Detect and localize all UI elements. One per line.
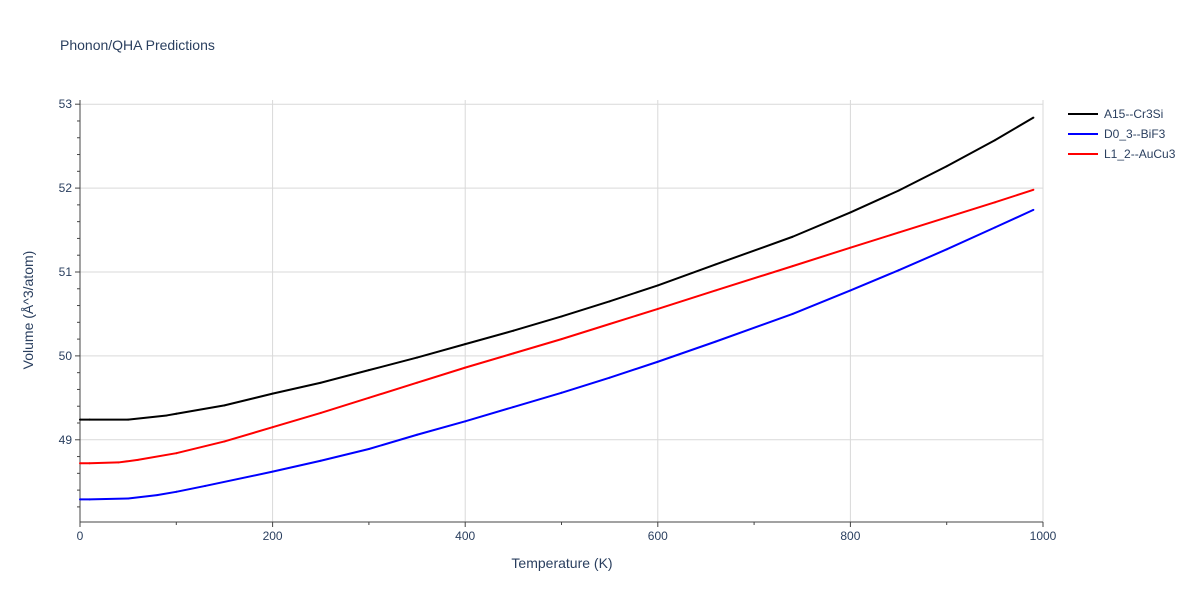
- data-point: [464, 420, 467, 423]
- x-tick-label: 600: [648, 529, 668, 543]
- data-point: [79, 498, 81, 501]
- data-point: [271, 392, 274, 395]
- data-point: [117, 461, 120, 464]
- data-point: [88, 498, 91, 501]
- data-point: [656, 284, 659, 287]
- series-2: [79, 208, 1035, 501]
- data-point: [367, 396, 370, 399]
- chart-title: Phonon/QHA Predictions: [60, 37, 215, 53]
- data-point: [175, 412, 178, 415]
- data-point: [88, 462, 91, 465]
- data-point: [791, 265, 794, 268]
- data-point: [656, 360, 659, 363]
- data-point: [993, 226, 996, 229]
- legend-item[interactable]: A15--Cr3Si: [1068, 107, 1163, 121]
- data-point: [993, 201, 996, 204]
- data-point: [945, 248, 948, 251]
- y-tick-label: 53: [59, 97, 73, 111]
- data-point: [319, 459, 322, 462]
- data-point: [849, 211, 852, 214]
- data-point: [608, 323, 611, 326]
- series-line[interactable]: [80, 188, 1034, 465]
- data-point: [271, 470, 274, 473]
- legend-label: D0_3--BiF3: [1104, 127, 1166, 141]
- data-point: [897, 189, 900, 192]
- data-point: [223, 404, 226, 407]
- legend-label: A15--Cr3Si: [1104, 107, 1163, 121]
- data-point: [791, 312, 794, 315]
- data-point: [165, 414, 168, 417]
- data-point: [945, 216, 948, 219]
- data-point: [204, 484, 207, 487]
- data-point: [849, 246, 852, 249]
- data-point: [560, 338, 563, 341]
- data-point: [136, 458, 139, 461]
- data-point: [849, 289, 852, 292]
- x-tick-label: 400: [455, 529, 475, 543]
- data-point: [512, 352, 515, 355]
- data-point: [714, 289, 717, 292]
- data-point: [560, 391, 563, 394]
- data-point: [714, 263, 717, 266]
- data-point: [319, 381, 322, 384]
- series-line[interactable]: [80, 116, 1034, 421]
- data-point: [88, 418, 91, 421]
- legend-item[interactable]: L1_2--AuCu3: [1068, 147, 1176, 161]
- legend-item[interactable]: D0_3--BiF3: [1068, 127, 1166, 141]
- y-tick-label: 50: [59, 349, 73, 363]
- data-point: [512, 406, 515, 409]
- data-point: [1032, 188, 1035, 191]
- grid-lines: [80, 100, 1044, 522]
- x-tick-label: 800: [840, 529, 860, 543]
- data-point: [79, 462, 81, 465]
- data-point: [367, 448, 370, 451]
- data-point: [223, 440, 226, 443]
- data-point: [656, 307, 659, 310]
- data-point: [897, 231, 900, 234]
- y-tick-label: 51: [59, 265, 73, 279]
- series-3: [79, 188, 1035, 465]
- legend[interactable]: A15--Cr3Si D0_3--BiF3 L1_2--AuCu3: [1068, 107, 1176, 161]
- data-point: [464, 366, 467, 369]
- data-point: [945, 165, 948, 168]
- data-point: [79, 418, 81, 421]
- data-point: [127, 497, 130, 500]
- y-tick-label: 52: [59, 181, 73, 195]
- x-tick-label: 1000: [1030, 529, 1057, 543]
- data-point: [464, 343, 467, 346]
- series-lines: [79, 116, 1035, 501]
- data-point: [608, 300, 611, 303]
- series-1: [79, 116, 1035, 421]
- data-point: [416, 381, 419, 384]
- data-point: [175, 452, 178, 455]
- data-point: [416, 433, 419, 436]
- data-point: [127, 418, 130, 421]
- y-axis-title: Volume (Å^3/atom): [20, 251, 36, 370]
- x-tick-label: 0: [77, 529, 84, 543]
- data-point: [271, 426, 274, 429]
- data-point: [319, 411, 322, 414]
- data-point: [175, 490, 178, 493]
- axes: 0 200 400 600 800 1000 49 50 51 52 53: [59, 97, 1057, 543]
- legend-label: L1_2--AuCu3: [1104, 147, 1176, 161]
- data-point: [608, 376, 611, 379]
- x-axis-title: Temperature (K): [511, 555, 612, 571]
- data-point: [897, 269, 900, 272]
- data-point: [1032, 208, 1035, 211]
- data-point: [993, 139, 996, 142]
- y-tick-label: 49: [59, 433, 73, 447]
- data-point: [791, 235, 794, 238]
- data-point: [512, 329, 515, 332]
- data-point: [1032, 116, 1035, 119]
- x-tick-label: 200: [263, 529, 283, 543]
- data-point: [156, 494, 159, 497]
- data-point: [367, 369, 370, 372]
- data-point: [416, 356, 419, 359]
- data-point: [560, 315, 563, 318]
- series-line[interactable]: [80, 208, 1034, 501]
- data-point: [714, 340, 717, 343]
